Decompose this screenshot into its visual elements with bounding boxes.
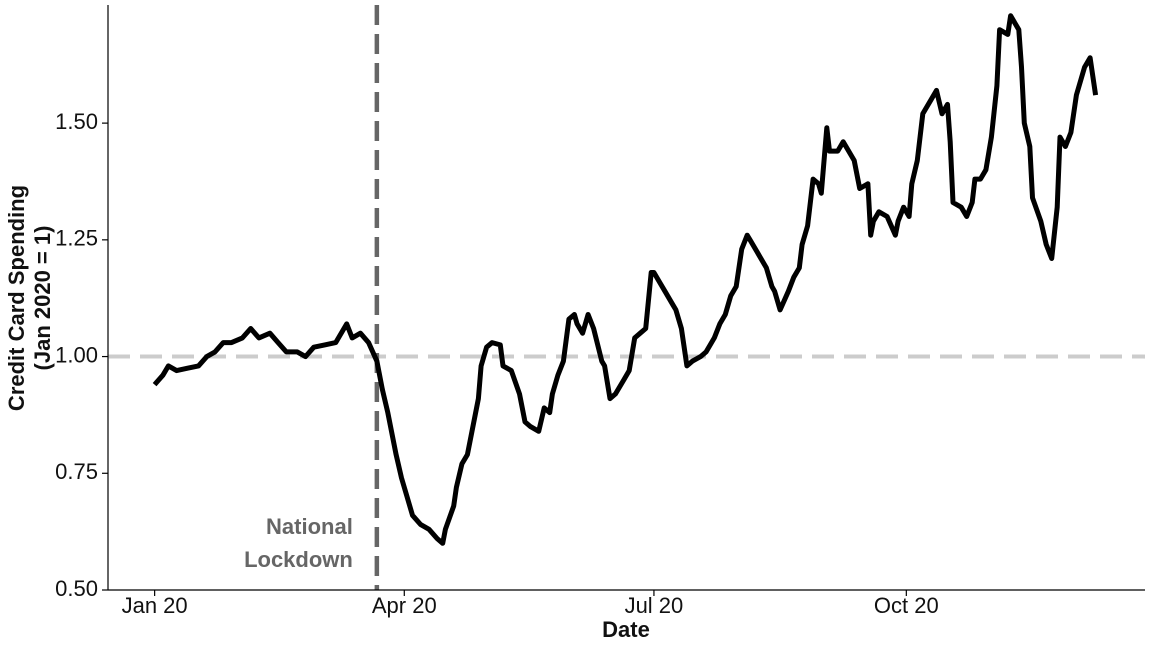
annotation: National xyxy=(266,514,353,539)
x-tick-label: Jan 20 xyxy=(122,593,188,618)
y-tick-label: 0.75 xyxy=(55,459,98,484)
y-tick-label: 1.25 xyxy=(55,226,98,251)
y-tick-label: 1.00 xyxy=(55,342,98,367)
y-axis-title: Credit Card Spending xyxy=(4,185,29,411)
y-axis-title: (Jan 2020 = 1) xyxy=(30,226,55,371)
x-axis-title: Date xyxy=(602,617,650,642)
x-tick-label: Apr 20 xyxy=(372,593,437,618)
y-tick-label: 1.50 xyxy=(55,109,98,134)
annotation: Lockdown xyxy=(244,547,353,572)
x-tick-label: Jul 20 xyxy=(625,593,684,618)
spending-line xyxy=(152,13,1099,546)
x-tick-label: Oct 20 xyxy=(874,593,939,618)
y-tick-label: 0.50 xyxy=(55,576,98,601)
